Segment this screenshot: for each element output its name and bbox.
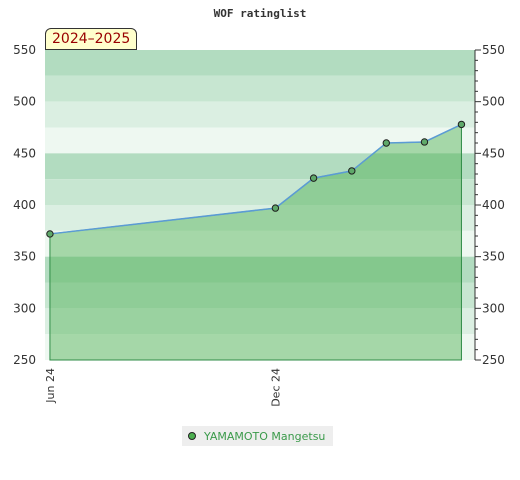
grid-band bbox=[45, 282, 475, 309]
grid-band bbox=[45, 256, 475, 283]
y-tick-label-left: 500 bbox=[13, 95, 36, 109]
grid-band bbox=[45, 334, 475, 360]
y-tick-label-right: 400 bbox=[482, 198, 505, 212]
x-tick-label: Dec 24 bbox=[269, 368, 282, 407]
legend[interactable]: YAMAMOTO Mangetsu bbox=[182, 426, 334, 446]
grid-band bbox=[45, 230, 475, 257]
y-tick-label-right: 350 bbox=[482, 250, 505, 264]
grid-band bbox=[45, 308, 475, 335]
y-tick-label-left: 450 bbox=[13, 146, 36, 160]
legend-marker-icon bbox=[188, 432, 196, 440]
data-point bbox=[457, 120, 466, 129]
y-tick-label-left: 400 bbox=[13, 198, 36, 212]
series-points bbox=[46, 120, 466, 238]
legend-series-name: YAMAMOTO Mangetsu bbox=[204, 429, 326, 443]
data-point bbox=[309, 174, 318, 182]
x-axis-ticks: Jun 24 Dec 24 bbox=[44, 368, 282, 407]
axes: 250 250 300 300 350 350 400 400 450 450 500 500 550 5… bbox=[13, 43, 505, 367]
grid-band bbox=[45, 179, 475, 205]
y-tick-label-right: 300 bbox=[482, 301, 505, 315]
y-tick-label-left: 250 bbox=[13, 353, 36, 367]
plot-bands bbox=[45, 50, 475, 360]
data-point bbox=[420, 138, 429, 146]
grid-band bbox=[45, 127, 475, 154]
grid-band bbox=[45, 101, 475, 128]
grid-band bbox=[45, 153, 475, 180]
y-tick-label-right: 500 bbox=[482, 95, 505, 109]
grid-band bbox=[45, 50, 475, 76]
y-tick-label-left: 350 bbox=[13, 250, 36, 264]
y-tick-label-left: 550 bbox=[13, 43, 36, 57]
y-tick-label-left: 300 bbox=[13, 301, 36, 315]
y-tick-label-right: 450 bbox=[482, 146, 505, 160]
y-tick-label-right: 550 bbox=[482, 43, 505, 57]
data-point bbox=[348, 167, 356, 175]
data-point bbox=[271, 204, 280, 212]
x-tick-label: Jun 24 bbox=[44, 368, 57, 404]
season-badge: 2024–2025 bbox=[45, 28, 138, 50]
y-tick-label-right: 250 bbox=[482, 353, 505, 367]
data-point bbox=[382, 139, 390, 147]
chart-title: WOF ratinglist bbox=[214, 7, 307, 20]
data-point bbox=[46, 230, 54, 238]
grid-band bbox=[45, 75, 475, 102]
